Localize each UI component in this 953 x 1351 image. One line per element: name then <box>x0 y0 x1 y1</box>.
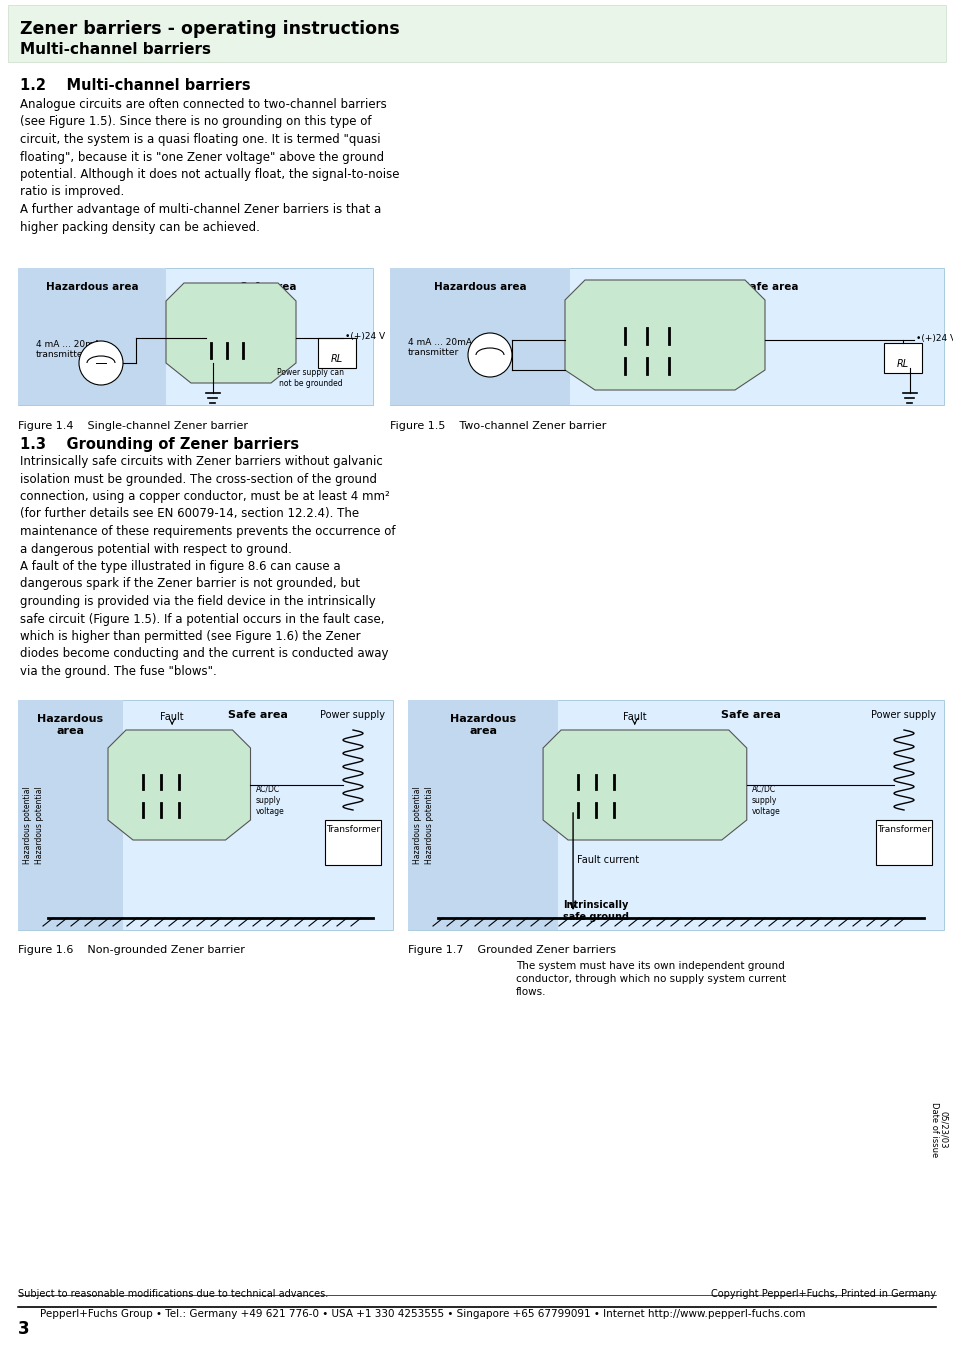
FancyBboxPatch shape <box>408 700 943 929</box>
Text: 1.3    Grounding of Zener barriers: 1.3 Grounding of Zener barriers <box>20 436 299 453</box>
Polygon shape <box>108 730 251 840</box>
Text: 3: 3 <box>18 1320 30 1337</box>
Text: •(+)24 V: •(+)24 V <box>915 334 953 343</box>
Text: Safe area: Safe area <box>720 711 781 720</box>
FancyBboxPatch shape <box>408 700 558 929</box>
Text: RL: RL <box>896 359 908 369</box>
FancyBboxPatch shape <box>317 338 355 367</box>
Text: AC/DC
supply
voltage: AC/DC supply voltage <box>255 785 284 816</box>
Text: Figure 1.6    Non-grounded Zener barrier: Figure 1.6 Non-grounded Zener barrier <box>18 944 245 955</box>
Text: Fault: Fault <box>160 712 184 721</box>
Polygon shape <box>564 280 764 390</box>
Polygon shape <box>542 730 746 840</box>
Text: Zener barriers - operating instructions: Zener barriers - operating instructions <box>20 20 399 38</box>
Text: Figure 1.5    Two-channel Zener barrier: Figure 1.5 Two-channel Zener barrier <box>390 422 606 431</box>
Circle shape <box>468 332 512 377</box>
Text: Date of issue: Date of issue <box>929 1102 939 1158</box>
Text: Safe area: Safe area <box>239 282 296 292</box>
Text: Power supply can
not be grounded: Power supply can not be grounded <box>277 367 344 388</box>
Text: Multi-channel barriers: Multi-channel barriers <box>20 42 211 57</box>
FancyBboxPatch shape <box>18 700 123 929</box>
Text: 4 mA ... 20mA: 4 mA ... 20mA <box>36 340 100 349</box>
Text: Fault: Fault <box>622 712 646 721</box>
FancyBboxPatch shape <box>883 343 921 373</box>
FancyBboxPatch shape <box>390 267 569 405</box>
Text: Safe area: Safe area <box>228 711 288 720</box>
Text: Hazardous potential: Hazardous potential <box>35 786 45 863</box>
FancyBboxPatch shape <box>195 335 204 340</box>
Text: transmitter: transmitter <box>408 349 458 357</box>
Text: AC/DC
supply
voltage: AC/DC supply voltage <box>751 785 780 816</box>
Text: Transformer: Transformer <box>876 825 930 834</box>
Text: Hazardous
area: Hazardous area <box>450 713 516 735</box>
Text: Hazardous potential: Hazardous potential <box>413 786 422 863</box>
Text: Copyright Pepperl+Fuchs, Printed in Germany: Copyright Pepperl+Fuchs, Printed in Germ… <box>710 1289 935 1300</box>
Text: Hazardous
area: Hazardous area <box>37 713 104 735</box>
Text: transmitter: transmitter <box>36 350 87 359</box>
Text: RL: RL <box>331 354 343 363</box>
FancyBboxPatch shape <box>875 820 931 865</box>
Text: Safe area: Safe area <box>741 282 798 292</box>
Text: •(+)24 V: •(+)24 V <box>345 331 385 340</box>
FancyBboxPatch shape <box>18 267 373 405</box>
Text: 4 mA ... 20mA: 4 mA ... 20mA <box>408 338 472 347</box>
FancyBboxPatch shape <box>253 335 262 340</box>
Text: The system must have its own independent ground
conductor, through which no supp: The system must have its own independent… <box>516 961 785 997</box>
FancyBboxPatch shape <box>18 700 393 929</box>
Text: 05/23/03: 05/23/03 <box>939 1112 947 1148</box>
Text: 1.2    Multi-channel barriers: 1.2 Multi-channel barriers <box>20 78 251 93</box>
FancyBboxPatch shape <box>8 5 945 62</box>
FancyBboxPatch shape <box>390 267 943 405</box>
FancyBboxPatch shape <box>18 267 166 405</box>
Text: Intrinsically safe circuits with Zener barriers without galvanic
isolation must : Intrinsically safe circuits with Zener b… <box>20 455 395 678</box>
Text: Intrinsically
safe ground: Intrinsically safe ground <box>562 900 628 921</box>
Text: Analogue circuits are often connected to two-channel barriers
(see Figure 1.5). : Analogue circuits are often connected to… <box>20 99 399 234</box>
Text: Power supply: Power supply <box>871 711 936 720</box>
Circle shape <box>79 340 123 385</box>
Text: Subject to reasonable modifications due to technical advances.: Subject to reasonable modifications due … <box>18 1289 328 1300</box>
Text: Hazardous potential: Hazardous potential <box>425 786 434 863</box>
Text: Figure 1.7    Grounded Zener barriers: Figure 1.7 Grounded Zener barriers <box>408 944 616 955</box>
Text: Hazardous area: Hazardous area <box>434 282 526 292</box>
Text: Pepperl+Fuchs Group • Tel.: Germany +49 621 776-0 • USA +1 330 4253555 • Singapo: Pepperl+Fuchs Group • Tel.: Germany +49 … <box>40 1309 804 1319</box>
Text: Hazardous potential: Hazardous potential <box>24 786 32 863</box>
Text: Transformer: Transformer <box>326 825 379 834</box>
FancyBboxPatch shape <box>325 820 380 865</box>
Text: Power supply: Power supply <box>320 711 385 720</box>
Text: Hazardous area: Hazardous area <box>46 282 138 292</box>
Polygon shape <box>166 282 295 382</box>
Text: Figure 1.4    Single-channel Zener barrier: Figure 1.4 Single-channel Zener barrier <box>18 422 248 431</box>
Text: Fault current: Fault current <box>577 855 639 865</box>
